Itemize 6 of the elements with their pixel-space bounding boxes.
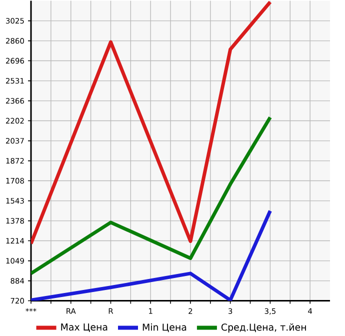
line-series bbox=[31, 209, 272, 301]
line-series bbox=[31, 0, 272, 246]
legend-label: Max Цена bbox=[61, 324, 108, 332]
line-series bbox=[31, 116, 272, 276]
legend-label: Сред.Цена, т.йен bbox=[221, 323, 306, 333]
legend-label: Min Цена bbox=[142, 323, 186, 332]
